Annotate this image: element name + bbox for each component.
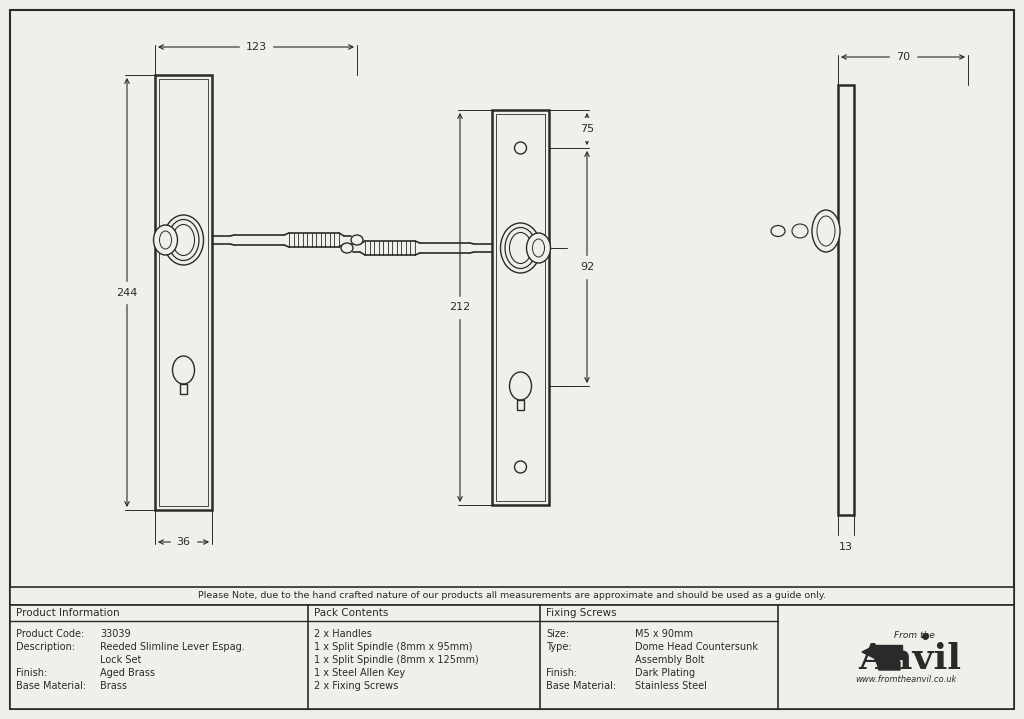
- Text: Size:: Size:: [546, 629, 569, 639]
- Text: Finish:: Finish:: [546, 668, 578, 678]
- Text: Anvil: Anvil: [858, 642, 962, 676]
- Ellipse shape: [532, 239, 545, 257]
- Text: 75: 75: [580, 124, 594, 134]
- Text: Product Information: Product Information: [16, 608, 120, 618]
- Text: 1 x Split Spindle (8mm x 95mm): 1 x Split Spindle (8mm x 95mm): [314, 642, 472, 652]
- Polygon shape: [862, 645, 876, 659]
- Text: 13: 13: [839, 542, 853, 552]
- Text: 36: 36: [176, 537, 190, 547]
- Text: Description:: Description:: [16, 642, 75, 652]
- Text: Dome Head Countersunk: Dome Head Countersunk: [635, 642, 758, 652]
- Ellipse shape: [510, 372, 531, 400]
- Text: 2 x Handles: 2 x Handles: [314, 629, 372, 639]
- Bar: [180, 384, 187, 394]
- Bar: [496, 114, 545, 501]
- Ellipse shape: [168, 219, 199, 260]
- Bar: [10, 587, 1014, 605]
- Bar: [517, 400, 524, 410]
- Text: 212: 212: [450, 303, 471, 313]
- Text: Stainless Steel: Stainless Steel: [635, 681, 707, 691]
- Text: Brass: Brass: [100, 681, 127, 691]
- Text: 92: 92: [580, 262, 594, 272]
- Text: 244: 244: [117, 288, 137, 298]
- Text: M5 x 90mm: M5 x 90mm: [635, 629, 693, 639]
- Ellipse shape: [351, 235, 362, 245]
- Text: Product Code:: Product Code:: [16, 629, 84, 639]
- Ellipse shape: [771, 226, 785, 237]
- Ellipse shape: [817, 216, 835, 246]
- Text: Pack Contents: Pack Contents: [314, 608, 388, 618]
- Text: Assembly Bolt: Assembly Bolt: [635, 655, 705, 665]
- Ellipse shape: [505, 227, 536, 268]
- Text: Finish:: Finish:: [16, 668, 47, 678]
- Text: Base Material:: Base Material:: [16, 681, 86, 691]
- Ellipse shape: [526, 233, 551, 263]
- Ellipse shape: [172, 224, 195, 255]
- Ellipse shape: [501, 223, 541, 273]
- Ellipse shape: [792, 224, 808, 238]
- Ellipse shape: [510, 232, 531, 263]
- Text: Type:: Type:: [546, 642, 571, 652]
- Ellipse shape: [341, 243, 353, 253]
- Polygon shape: [876, 645, 902, 659]
- Text: Aged Brass: Aged Brass: [100, 668, 155, 678]
- Ellipse shape: [154, 225, 177, 255]
- Text: Fixing Screws: Fixing Screws: [546, 608, 616, 618]
- Text: Please Note, due to the hand crafted nature of our products all measurements are: Please Note, due to the hand crafted nat…: [198, 592, 826, 600]
- Text: From the: From the: [894, 631, 934, 639]
- Text: www.fromtheanvil.co.uk: www.fromtheanvil.co.uk: [855, 674, 956, 684]
- Bar: [838, 85, 854, 515]
- Ellipse shape: [812, 210, 840, 252]
- Text: Dark Plating: Dark Plating: [635, 668, 695, 678]
- Ellipse shape: [160, 231, 171, 249]
- Ellipse shape: [172, 356, 195, 384]
- Circle shape: [514, 142, 526, 154]
- Polygon shape: [877, 659, 900, 670]
- Text: 123: 123: [246, 42, 266, 52]
- Text: 2 x Fixing Screws: 2 x Fixing Screws: [314, 681, 398, 691]
- Ellipse shape: [164, 215, 204, 265]
- Bar: [492, 110, 549, 505]
- Text: 1 x Steel Allen Key: 1 x Steel Allen Key: [314, 668, 406, 678]
- Text: Reeded Slimline Lever Espag.: Reeded Slimline Lever Espag.: [100, 642, 245, 652]
- Text: 1 x Split Spindle (8mm x 125mm): 1 x Split Spindle (8mm x 125mm): [314, 655, 479, 665]
- Circle shape: [514, 461, 526, 473]
- Text: 70: 70: [896, 52, 910, 62]
- Text: Base Material:: Base Material:: [546, 681, 616, 691]
- Text: Lock Set: Lock Set: [100, 655, 141, 665]
- Bar: [155, 75, 212, 510]
- Text: 33039: 33039: [100, 629, 131, 639]
- Bar: [159, 79, 208, 506]
- Bar: [10, 605, 1014, 709]
